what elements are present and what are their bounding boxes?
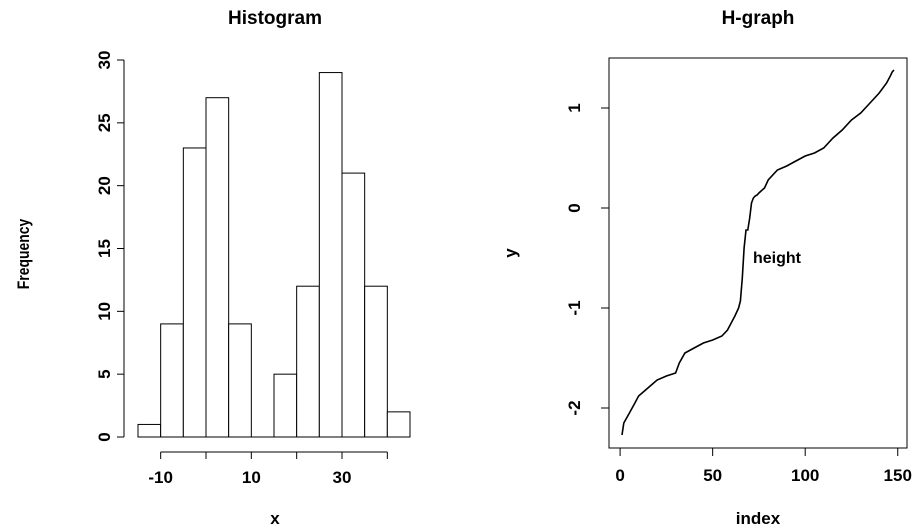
hgraph-y-tick-label: 1 — [565, 103, 584, 112]
hgraph-x-axis: 0 50 100 150 — [615, 448, 912, 485]
hgraph-x-tick-label: 100 — [791, 466, 819, 485]
histogram-title: Histogram — [228, 8, 322, 29]
histogram-y-tick-label: 10 — [95, 302, 114, 321]
histogram-x-tick-label: 10 — [242, 468, 261, 487]
histogram-bar — [182, 147, 207, 438]
histogram-y-label: Frequency — [15, 218, 34, 289]
hgraph-x-tick-label: 50 — [703, 466, 722, 485]
histogram-bar — [273, 373, 298, 438]
histogram-panel: Histogram -10 10 30 0 5 10 15 20 25 30 x Frequen… — [15, 8, 411, 528]
hgraph-y-axis: -2 -1 0 1 — [565, 103, 609, 416]
hgraph-plot-box — [608, 57, 908, 449]
histogram-bars — [137, 72, 411, 438]
histogram-x-label: x — [270, 509, 280, 528]
histogram-bar — [137, 423, 162, 438]
histogram-bar — [341, 172, 366, 438]
histogram-y-axis: 0 5 10 15 20 25 30 — [95, 51, 125, 442]
histogram-x-axis: -10 10 30 — [148, 451, 388, 487]
histogram-bar — [228, 323, 252, 438]
histogram-y-tick-label: 0 — [95, 432, 114, 441]
histogram-y-tick-label: 15 — [95, 239, 114, 258]
histogram-y-tick-label: 20 — [95, 176, 114, 195]
hgraph-panel: H-graph 0 50 100 150 -2 -1 0 1 height index y — [501, 8, 912, 528]
hgraph-y-tick-label: -1 — [565, 300, 584, 315]
hgraph-y-tick-label: -2 — [565, 400, 584, 415]
hgraph-series-line — [621, 69, 895, 436]
hgraph-x-label: index — [736, 509, 781, 528]
hgraph-x-tick-label: 0 — [615, 466, 624, 485]
histogram-bar — [386, 411, 411, 438]
hgraph-title: H-graph — [722, 8, 795, 29]
histogram-y-tick-label: 30 — [95, 51, 114, 70]
histogram-x-tick-label: -10 — [148, 468, 173, 487]
histogram-y-tick-label: 5 — [95, 369, 114, 378]
hgraph-annotation: height — [753, 250, 802, 267]
histogram-y-tick-label: 25 — [95, 113, 114, 132]
histogram-x-tick-label: 30 — [333, 468, 352, 487]
histogram-bar — [296, 285, 320, 438]
histogram-bar — [318, 72, 343, 438]
hgraph-y-label: y — [501, 248, 520, 258]
histogram-bar — [160, 323, 184, 438]
hgraph-x-tick-label: 150 — [884, 466, 912, 485]
histogram-bar — [205, 97, 230, 438]
histogram-bar — [364, 285, 388, 438]
hgraph-y-tick-label: 0 — [565, 203, 584, 212]
